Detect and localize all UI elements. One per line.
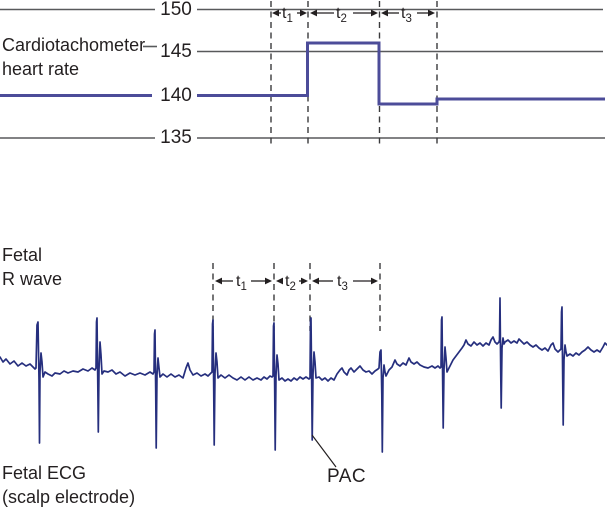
interval-label-t3-top: t3	[401, 5, 412, 26]
interval-arrow-head	[381, 9, 388, 17]
fetal-r-wave-label-line1: Fetal	[2, 245, 43, 265]
interval-label-t3-bottom: t3	[337, 273, 348, 294]
interval-label-t1-top: t1	[282, 5, 293, 26]
interval-label-t2-bottom: t2	[285, 273, 296, 294]
pac-annotation: PAC	[327, 466, 367, 487]
cardiotachometer-label: Cardiotachometer heart rate	[2, 33, 145, 81]
interval-label-t1-bottom: t1	[236, 273, 247, 294]
t1-sub: 1	[286, 13, 293, 26]
fetal-r-wave-label: Fetal R wave	[2, 243, 62, 291]
interval-arrow-head	[301, 277, 308, 285]
t3-base: t	[337, 273, 342, 290]
fetal-ecg-label-line1: Fetal ECG	[2, 463, 87, 483]
interval-arrow-head	[272, 9, 279, 17]
t3-sub: 3	[405, 13, 412, 26]
interval-arrow-head	[310, 9, 317, 17]
t1-base: t	[236, 273, 241, 290]
interval-arrow-head	[215, 277, 222, 285]
interval-arrow-head	[371, 277, 378, 285]
t2-sub: 2	[340, 13, 347, 26]
t2-base: t	[285, 273, 290, 290]
interval-arrow-head	[265, 277, 272, 285]
pac-pointer-line	[311, 434, 337, 468]
interval-arrow-head	[428, 9, 435, 17]
interval-label-t2-top: t2	[336, 5, 347, 26]
axis-tick-150: 150	[160, 0, 192, 20]
cardiotachometer-label-line2: heart rate	[2, 59, 80, 79]
t3-base: t	[401, 5, 406, 22]
axis-tick-145: 145	[160, 41, 192, 62]
cardiotachometer-trace	[197, 41, 605, 106]
t2-sub: 2	[289, 281, 296, 294]
interval-arrow-head	[276, 277, 283, 285]
fetal-r-wave-label-line2: R wave	[2, 269, 63, 289]
fetal-ecg-label-line2: (scalp electrode)	[2, 487, 136, 507]
t1-base: t	[282, 5, 287, 22]
axis-tick-135: 135	[160, 127, 192, 148]
axis-tick-140: 140	[160, 85, 192, 106]
cardiotachometer-label-line1: Cardiotachometer	[2, 35, 146, 55]
t2-base: t	[336, 5, 341, 22]
t1-sub: 1	[240, 281, 247, 294]
fetal-ecg-trace	[0, 297, 607, 453]
t3-sub: 3	[341, 281, 348, 294]
interval-arrow-head	[371, 9, 378, 17]
interval-arrow-head	[300, 9, 307, 17]
fetal-ecg-label: Fetal ECG (scalp electrode)	[2, 461, 135, 509]
interval-arrow-head	[312, 277, 319, 285]
